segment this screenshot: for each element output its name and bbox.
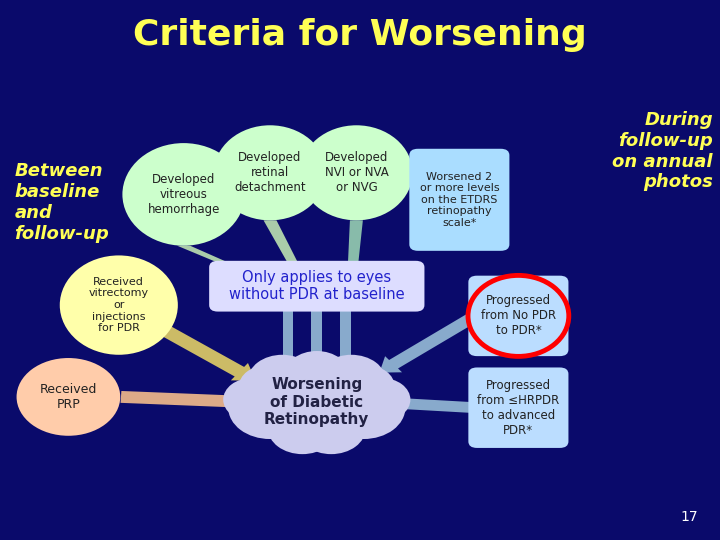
Circle shape xyxy=(268,402,337,454)
Circle shape xyxy=(317,355,386,407)
Circle shape xyxy=(340,366,395,407)
Text: Received
PRP: Received PRP xyxy=(40,383,97,411)
Polygon shape xyxy=(311,305,323,375)
Polygon shape xyxy=(348,220,363,267)
Text: During
follow-up
on annual
photos: During follow-up on annual photos xyxy=(612,111,713,191)
Ellipse shape xyxy=(17,358,120,436)
Text: Received
vitrectomy
or
injections
for PDR: Received vitrectomy or injections for PD… xyxy=(89,277,149,333)
Circle shape xyxy=(322,376,405,439)
Ellipse shape xyxy=(214,125,326,220)
Text: Progressed
from ≤HRPDR
to advanced
PDR*: Progressed from ≤HRPDR to advanced PDR* xyxy=(477,379,559,437)
Circle shape xyxy=(248,355,317,407)
Polygon shape xyxy=(275,375,301,387)
Text: Progressed
from No PDR
to PDR*: Progressed from No PDR to PDR* xyxy=(481,294,556,338)
Ellipse shape xyxy=(122,143,245,246)
Text: Worsening
of Diabetic
Retinopathy: Worsening of Diabetic Retinopathy xyxy=(264,377,369,427)
Text: Developed
NVI or NVA
or NVG: Developed NVI or NVA or NVG xyxy=(325,151,388,194)
Circle shape xyxy=(228,376,312,439)
Circle shape xyxy=(353,378,410,421)
Polygon shape xyxy=(341,267,365,279)
Polygon shape xyxy=(333,375,359,387)
Polygon shape xyxy=(283,267,307,279)
Polygon shape xyxy=(177,246,239,267)
Circle shape xyxy=(239,366,294,407)
Polygon shape xyxy=(379,393,476,414)
Ellipse shape xyxy=(60,255,178,355)
Text: Developed
vitreous
hemorrhage: Developed vitreous hemorrhage xyxy=(148,173,220,216)
Polygon shape xyxy=(264,220,300,267)
Text: Between
baseline
and
follow-up: Between baseline and follow-up xyxy=(14,163,109,242)
Polygon shape xyxy=(222,267,246,279)
Text: Worsened 2
or more levels
on the ETDRS
retinopathy
scale*: Worsened 2 or more levels on the ETDRS r… xyxy=(420,172,499,228)
Polygon shape xyxy=(283,305,294,375)
Circle shape xyxy=(297,402,366,454)
Circle shape xyxy=(258,358,376,447)
Circle shape xyxy=(223,378,281,421)
Circle shape xyxy=(284,351,349,400)
Polygon shape xyxy=(153,322,256,381)
Text: 17: 17 xyxy=(681,510,698,524)
FancyBboxPatch shape xyxy=(468,275,569,356)
Polygon shape xyxy=(304,375,330,387)
FancyBboxPatch shape xyxy=(409,149,510,251)
Ellipse shape xyxy=(300,125,413,220)
Text: Developed
retinal
detachment: Developed retinal detachment xyxy=(234,151,306,194)
Polygon shape xyxy=(379,312,480,373)
Polygon shape xyxy=(120,391,256,412)
Text: Only applies to eyes
without PDR at baseline: Only applies to eyes without PDR at base… xyxy=(229,270,405,302)
FancyBboxPatch shape xyxy=(468,367,569,448)
Polygon shape xyxy=(340,305,351,375)
Text: Criteria for Worsening: Criteria for Worsening xyxy=(133,18,587,52)
FancyBboxPatch shape xyxy=(209,261,425,312)
